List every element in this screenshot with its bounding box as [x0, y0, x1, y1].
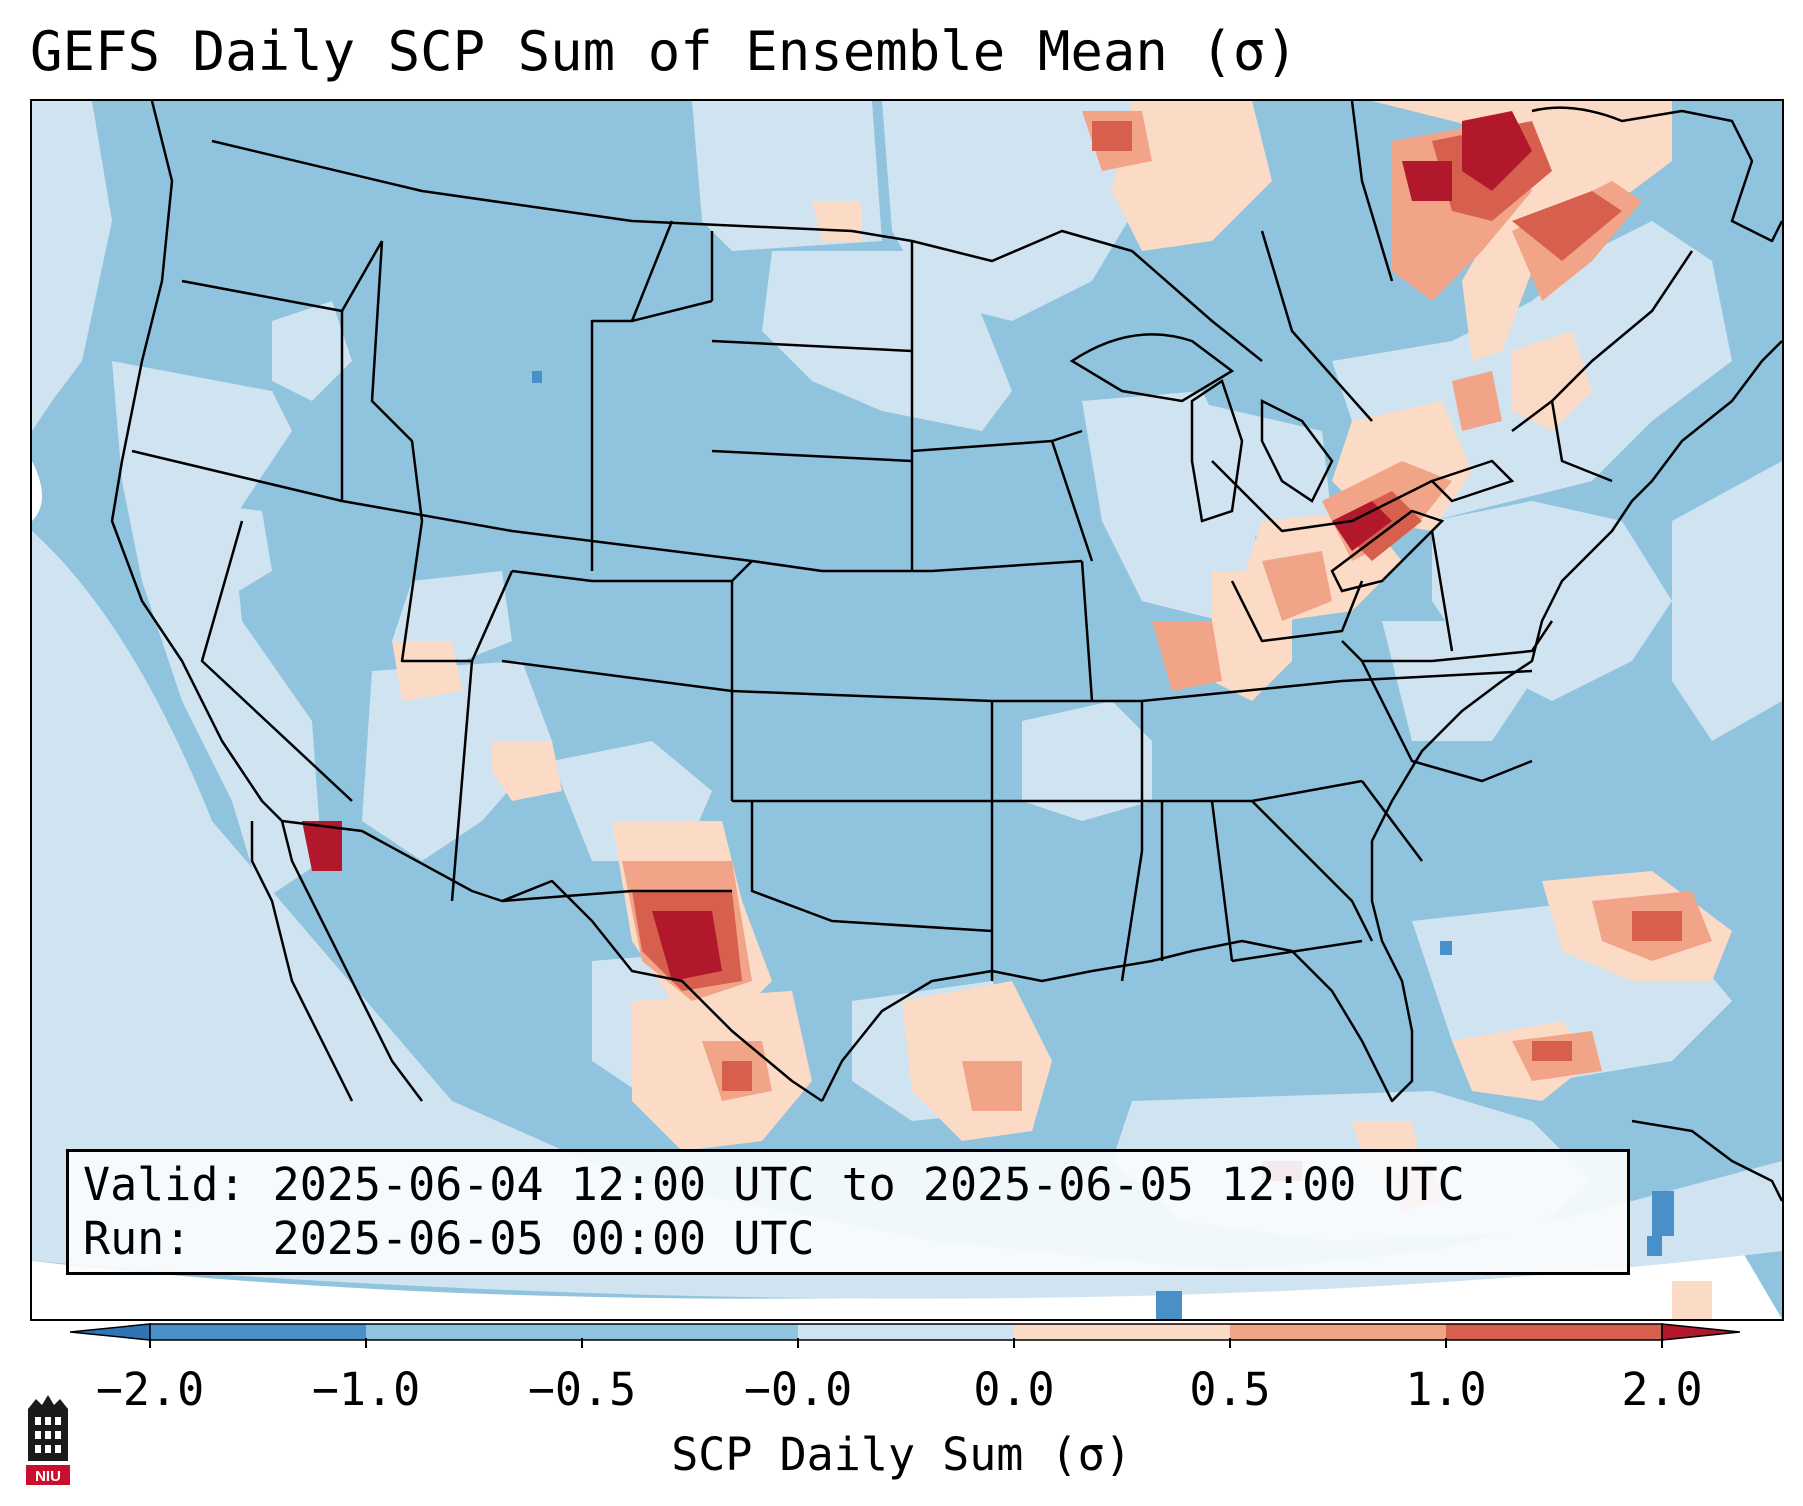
- tick-mark: [1445, 1338, 1447, 1348]
- coastlines: [110, 101, 1782, 1202]
- tick-mark: [365, 1338, 367, 1348]
- tick-mark: [1661, 1338, 1663, 1348]
- tick-label: −1.0: [311, 1363, 421, 1416]
- colorbar-label: SCP Daily Sum (σ): [671, 1428, 1132, 1481]
- run-value: 2025-06-05 00:00 UTC: [272, 1212, 815, 1265]
- tick-label: 2.0: [1621, 1363, 1703, 1416]
- valid-label: Valid:: [83, 1158, 246, 1211]
- tick-label: −0.0: [743, 1363, 853, 1416]
- chart-title: GEFS Daily SCP Sum of Ensemble Mean (σ): [30, 20, 1298, 83]
- tick-label: 1.0: [1405, 1363, 1487, 1416]
- tick-label: −2.0: [95, 1363, 205, 1416]
- colorbar-outline: [149, 1323, 1663, 1341]
- colorbar-seg-2: [366, 1324, 582, 1340]
- projection-corner-left: [32, 461, 42, 521]
- tick-label: −0.5: [527, 1363, 637, 1416]
- colorbar: [70, 1323, 1740, 1341]
- dark-red-regions: [302, 111, 1532, 1181]
- tick-mark: [797, 1338, 799, 1348]
- colorbar-extend-low: [70, 1323, 151, 1341]
- tick-label: 0.5: [1189, 1363, 1271, 1416]
- colorbar-seg-7: [1446, 1324, 1662, 1340]
- colorbar-seg-1: [150, 1324, 366, 1340]
- map-panel: [30, 99, 1784, 1321]
- validity-infobox: Valid: 2025-06-04 12:00 UTC to 2025-06-0…: [66, 1149, 1630, 1275]
- colorbar-extend-high: [1661, 1323, 1740, 1341]
- great-lakes: [1069, 333, 1515, 593]
- tick-label: 0.0: [973, 1363, 1055, 1416]
- colorbar-seg-5: [1014, 1324, 1230, 1340]
- run-label: Run:: [83, 1212, 192, 1265]
- colorbar-seg-4: [798, 1324, 1014, 1340]
- colorbar-seg-3: [582, 1324, 798, 1340]
- svg-text:NIU: NIU: [35, 1468, 61, 1485]
- tick-mark: [1229, 1338, 1231, 1348]
- tick-mark: [1013, 1338, 1015, 1348]
- tick-mark: [149, 1338, 151, 1348]
- colorbar-seg-6: [1230, 1324, 1446, 1340]
- valid-value: 2025-06-04 12:00 UTC to 2025-06-05 12:00…: [272, 1158, 1465, 1211]
- tick-mark: [581, 1338, 583, 1348]
- state-borders: [131, 101, 1694, 982]
- dark-blue-specks: [532, 371, 1674, 1319]
- niu-logo: NIU: [26, 1395, 70, 1485]
- projection-corner-bottom: [32, 1251, 1782, 1319]
- map-svg: [32, 101, 1782, 1319]
